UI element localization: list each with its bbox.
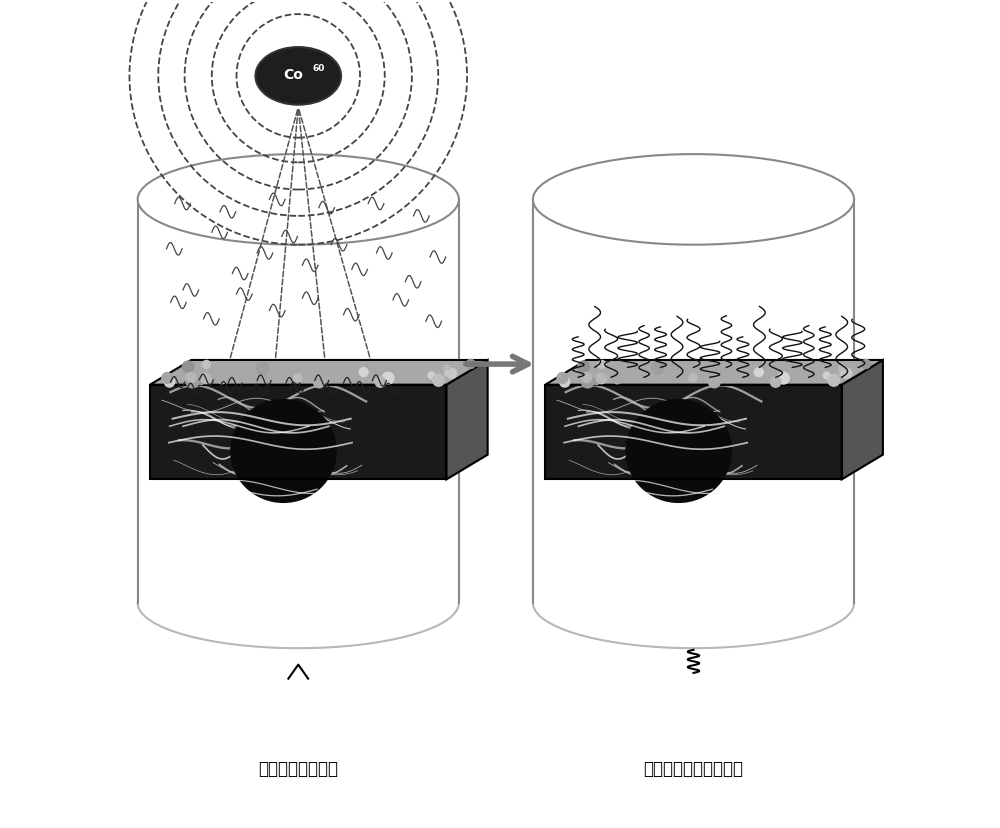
Ellipse shape — [138, 155, 459, 245]
Circle shape — [466, 360, 475, 369]
Circle shape — [708, 377, 720, 388]
Circle shape — [186, 376, 199, 388]
Circle shape — [652, 363, 664, 375]
Circle shape — [443, 365, 450, 373]
Ellipse shape — [533, 155, 854, 245]
Circle shape — [560, 378, 570, 388]
Circle shape — [840, 371, 846, 377]
Circle shape — [428, 373, 435, 379]
Circle shape — [823, 373, 830, 379]
Circle shape — [578, 362, 589, 373]
Circle shape — [581, 376, 594, 388]
Circle shape — [598, 361, 606, 369]
Circle shape — [201, 373, 211, 383]
Circle shape — [613, 376, 621, 384]
Circle shape — [162, 373, 173, 384]
Polygon shape — [150, 385, 446, 479]
Circle shape — [186, 373, 196, 383]
Text: Co: Co — [283, 68, 303, 82]
Circle shape — [197, 378, 204, 385]
Circle shape — [359, 368, 368, 377]
Circle shape — [842, 369, 852, 379]
Circle shape — [778, 373, 789, 384]
Ellipse shape — [230, 399, 337, 503]
Circle shape — [828, 375, 835, 383]
Polygon shape — [150, 360, 488, 385]
Polygon shape — [545, 360, 883, 385]
Circle shape — [365, 365, 370, 371]
Circle shape — [164, 378, 175, 388]
Ellipse shape — [625, 399, 732, 503]
Circle shape — [313, 377, 325, 388]
Text: 60: 60 — [313, 64, 325, 73]
Polygon shape — [842, 360, 883, 479]
Text: 丙烯酸羟乙酯聚合物链: 丙烯酸羟乙酯聚合物链 — [644, 758, 744, 777]
Circle shape — [445, 371, 451, 377]
Circle shape — [689, 374, 697, 383]
Circle shape — [597, 375, 606, 384]
Circle shape — [218, 376, 226, 384]
Circle shape — [557, 373, 568, 384]
Circle shape — [182, 362, 194, 373]
Circle shape — [839, 365, 845, 373]
Circle shape — [382, 373, 394, 384]
Circle shape — [637, 373, 642, 378]
Circle shape — [581, 373, 592, 383]
Circle shape — [861, 360, 871, 369]
Circle shape — [375, 378, 386, 388]
Polygon shape — [446, 360, 488, 479]
Polygon shape — [545, 385, 842, 479]
Circle shape — [241, 373, 246, 378]
Ellipse shape — [255, 48, 341, 106]
Circle shape — [202, 361, 210, 369]
Circle shape — [828, 375, 840, 387]
Circle shape — [760, 365, 765, 371]
Circle shape — [202, 375, 211, 384]
Circle shape — [433, 375, 445, 387]
Text: 丙烯酸羟乙酯单体: 丙烯酸羟乙酯单体 — [258, 758, 338, 777]
Circle shape — [294, 374, 302, 383]
Circle shape — [447, 369, 457, 379]
Circle shape — [432, 375, 440, 383]
Circle shape — [256, 363, 269, 375]
Circle shape — [596, 373, 606, 383]
Circle shape — [593, 378, 600, 385]
Circle shape — [770, 378, 781, 388]
Circle shape — [755, 368, 763, 377]
